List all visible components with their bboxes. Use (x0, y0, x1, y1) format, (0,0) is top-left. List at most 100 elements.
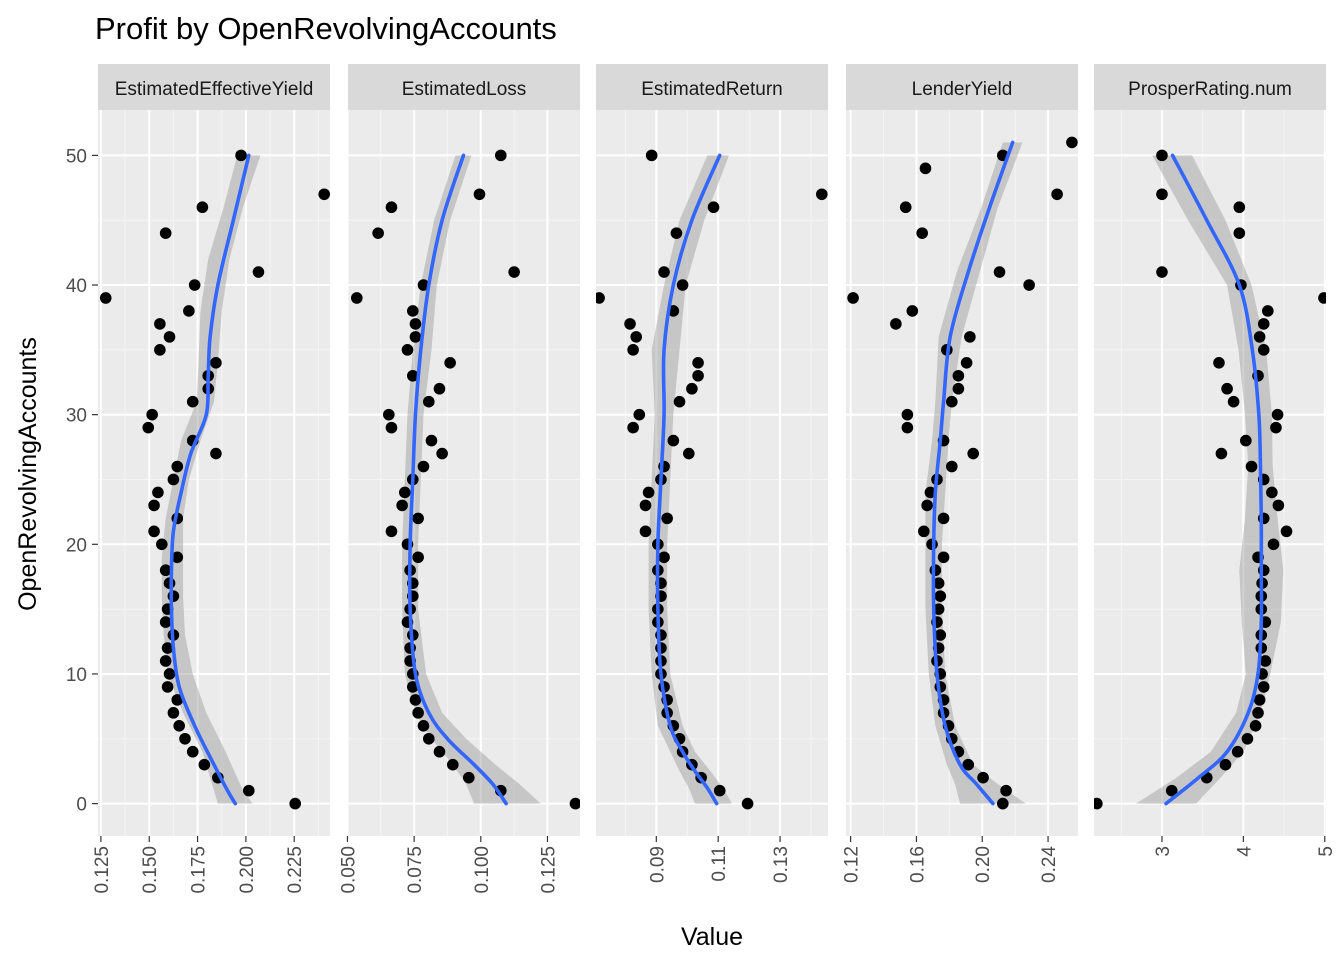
data-point (159, 616, 172, 628)
data-point (1233, 227, 1246, 239)
data-point (417, 460, 430, 473)
data-point (1270, 421, 1282, 434)
data-point (1051, 188, 1063, 201)
x-tick-label: 0.175 (189, 846, 210, 894)
facet-strip (1094, 64, 1326, 110)
facet-panel: EstimatedReturn 0.09 0.11 0.13 (596, 64, 828, 883)
x-tick-label: 0.13 (771, 846, 792, 883)
data-point (495, 149, 507, 162)
data-point (1257, 318, 1270, 330)
data-point (661, 512, 673, 525)
facet-strip (98, 64, 330, 110)
data-point (639, 499, 652, 512)
data-point (508, 266, 520, 278)
facet-strip-label: LenderYield (912, 79, 1013, 100)
x-tick-label: 0.24 (1039, 846, 1060, 883)
y-tick-label: 20 (66, 535, 87, 556)
data-point (473, 188, 486, 201)
smooth-line (655, 153, 722, 806)
data-point (934, 590, 947, 602)
data-point (173, 720, 185, 732)
data-point (906, 305, 919, 317)
data-point (99, 292, 112, 304)
y-tick-label: 0 (76, 795, 87, 816)
data-point (210, 447, 222, 460)
data-point (1213, 357, 1225, 369)
data-point (1023, 279, 1035, 291)
data-point (1227, 395, 1240, 408)
data-point (952, 369, 965, 382)
data-point (188, 279, 201, 291)
x-tick-label: 0.100 (472, 846, 493, 894)
data-point (676, 279, 689, 291)
data-point (163, 331, 176, 343)
data-point (407, 681, 419, 693)
data-point (1245, 460, 1258, 473)
data-point (412, 707, 424, 719)
data-point (409, 331, 422, 343)
data-point (627, 421, 639, 434)
x-tick-label: 0.125 (92, 846, 113, 894)
data-point (639, 525, 652, 538)
data-point (463, 771, 475, 784)
data-point (154, 344, 166, 356)
data-point (146, 408, 158, 421)
data-point (152, 486, 164, 499)
y-axis-title: OpenRevolvingAccounts (14, 337, 42, 611)
data-point (1066, 136, 1078, 149)
data-point (1231, 745, 1244, 758)
y-axis: 0 10 20 30 40 50 (66, 146, 98, 816)
y-tick-label: 30 (66, 406, 87, 427)
data-point (713, 784, 726, 797)
data-point (1257, 681, 1270, 693)
confidence-band (161, 155, 261, 804)
data-point (962, 758, 975, 771)
data-point (945, 395, 958, 408)
data-point (1221, 382, 1233, 395)
x-tick-label: 0.200 (237, 846, 258, 894)
data-point (399, 486, 411, 499)
data-point (159, 564, 172, 577)
data-point (1252, 707, 1264, 719)
data-point (210, 357, 222, 369)
data-point (658, 266, 670, 278)
facet-strip-label: EstimatedReturn (641, 79, 783, 100)
data-point (918, 525, 930, 538)
data-point (916, 227, 928, 239)
data-point (407, 305, 419, 317)
data-point (932, 603, 945, 615)
y-tick-label: 50 (66, 146, 87, 167)
data-point (417, 720, 430, 732)
data-point (1219, 758, 1232, 771)
y-tick-label: 40 (66, 276, 87, 297)
data-point (692, 357, 704, 369)
data-point (318, 188, 330, 201)
data-point (997, 797, 1009, 810)
data-point (645, 149, 658, 162)
data-point (596, 292, 605, 304)
confidence-band (925, 142, 1026, 804)
smooth-line (169, 153, 251, 806)
panel-background (596, 110, 828, 836)
data-point (932, 577, 945, 589)
data-point (351, 292, 363, 304)
data-point (159, 655, 172, 667)
data-point (741, 797, 754, 810)
data-point (167, 590, 180, 602)
data-point (952, 382, 965, 395)
smooth-line (1164, 153, 1264, 806)
x-tick-label: 0.125 (538, 846, 559, 894)
data-point (633, 408, 646, 421)
data-point (977, 771, 989, 784)
data-point (167, 707, 180, 719)
data-point (433, 745, 446, 758)
data-point (964, 331, 976, 343)
data-point (937, 512, 950, 525)
data-point (1156, 266, 1168, 278)
data-point (1240, 434, 1252, 447)
data-point (412, 551, 424, 564)
data-point (161, 642, 174, 654)
data-point (1318, 292, 1326, 304)
data-point (167, 473, 180, 486)
data-point (412, 512, 424, 525)
